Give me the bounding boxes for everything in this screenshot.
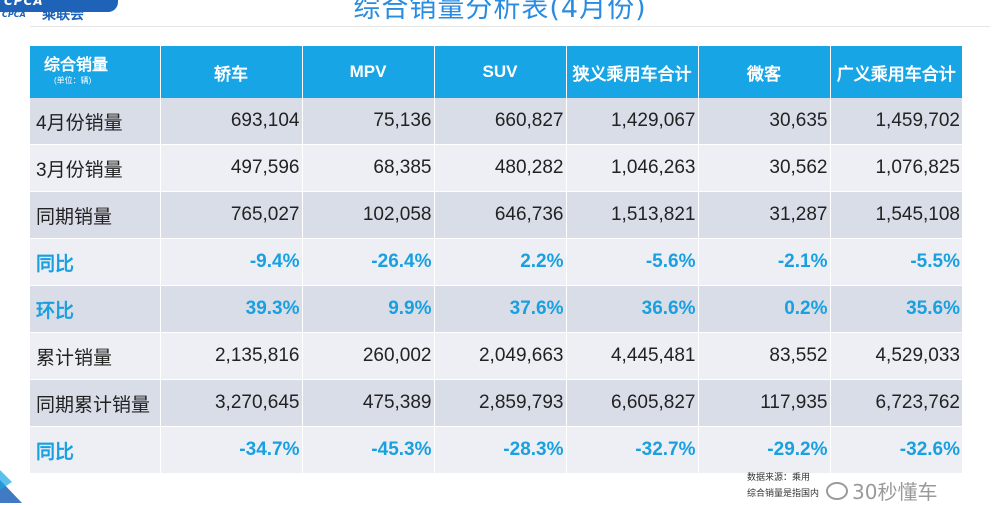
footnote-line-2: 综合销量是指国内 bbox=[747, 489, 820, 499]
table-cell: -29.2% bbox=[698, 426, 831, 474]
table-cell: 475,389 bbox=[302, 379, 435, 427]
table-cell: 9.9% bbox=[302, 285, 435, 333]
row-label: 同期销量 bbox=[30, 191, 161, 239]
wechat-icon bbox=[826, 481, 848, 500]
table-cell: -2.1% bbox=[698, 238, 831, 286]
table-cell: 1,046,263 bbox=[566, 144, 699, 192]
logo-sub-text: CPCA bbox=[2, 10, 26, 19]
table-row: 环比 39.3% 9.9% 37.6% 36.6% 0.2% 35.6% bbox=[30, 285, 962, 333]
row-label: 同期累计销量 bbox=[30, 379, 161, 427]
table-cell: 31,287 bbox=[698, 191, 831, 239]
table-cell: 68,385 bbox=[302, 144, 435, 192]
row-label: 4月份销量 bbox=[30, 98, 161, 145]
footnote-line-1: 数据来源：乘用 bbox=[747, 473, 811, 483]
header-cell-metric: 综合销量 (单位：辆) bbox=[30, 46, 161, 98]
table-cell: -5.5% bbox=[830, 238, 962, 286]
row-label: 同比 bbox=[30, 238, 161, 286]
header-cell-sedan: 轿车 bbox=[160, 46, 303, 98]
row-label: 环比 bbox=[30, 285, 161, 333]
logo-mark-text: CPCA bbox=[4, 0, 44, 8]
table-cell: 2,859,793 bbox=[434, 379, 567, 427]
table-cell: 660,827 bbox=[434, 98, 567, 145]
table-cell: 0.2% bbox=[698, 285, 831, 333]
table-cell: -28.3% bbox=[434, 426, 567, 474]
table-row: 累计销量 2,135,816 260,002 2,049,663 4,445,4… bbox=[30, 332, 962, 380]
sales-table: 综合销量 (单位：辆) 轿车 MPV SUV 狭义乘用车合计 微客 广义乘用车合… bbox=[30, 46, 962, 474]
table-cell: 693,104 bbox=[160, 98, 303, 145]
row-label: 累计销量 bbox=[30, 332, 161, 380]
table-cell: 30,562 bbox=[698, 144, 831, 192]
table-cell: 646,736 bbox=[434, 191, 567, 239]
watermark: 30秒懂车 bbox=[826, 476, 937, 505]
table-cell: 83,552 bbox=[698, 332, 831, 380]
row-label: 3月份销量 bbox=[30, 144, 161, 192]
table-cell: -26.4% bbox=[302, 238, 435, 286]
table-row: 4月份销量 693,104 75,136 660,827 1,429,067 3… bbox=[30, 98, 962, 145]
table-row: 同比 -34.7% -45.3% -28.3% -32.7% -29.2% -3… bbox=[30, 426, 962, 474]
table-cell: -45.3% bbox=[302, 426, 435, 474]
table-cell: -32.7% bbox=[566, 426, 699, 474]
table-cell: 6,723,762 bbox=[830, 379, 962, 427]
table-cell: 4,445,481 bbox=[566, 332, 699, 380]
page-title: 综合销量分析表(4月份) bbox=[353, 0, 647, 24]
source-footnote: 数据来源：乘用 综合销量是指国内 bbox=[747, 470, 819, 502]
title-divider bbox=[30, 26, 990, 27]
table-cell: 1,513,821 bbox=[566, 191, 699, 239]
table-cell: 36.6% bbox=[566, 285, 699, 333]
table-cell: 1,545,108 bbox=[830, 191, 962, 239]
table-row: 同比 -9.4% -26.4% 2.2% -5.6% -2.1% -5.5% bbox=[30, 238, 962, 286]
table-cell: 2.2% bbox=[434, 238, 567, 286]
table-cell: 2,049,663 bbox=[434, 332, 567, 380]
table-cell: 480,282 bbox=[434, 144, 567, 192]
table-row: 同期销量 765,027 102,058 646,736 1,513,821 3… bbox=[30, 191, 962, 239]
header-cell-suv: SUV bbox=[434, 46, 567, 98]
header-unit: (单位：辆) bbox=[54, 76, 92, 85]
table-header-row: 综合销量 (单位：辆) 轿车 MPV SUV 狭义乘用车合计 微客 广义乘用车合… bbox=[30, 46, 962, 98]
table-cell: 497,596 bbox=[160, 144, 303, 192]
corner-decoration-left bbox=[0, 470, 22, 503]
header-cell-narrow-total: 狭义乘用车合计 bbox=[566, 46, 699, 98]
table-cell: 30,635 bbox=[698, 98, 831, 145]
cpca-logo: CPCA CPCA 乘联会 bbox=[0, 0, 130, 23]
table-cell: 102,058 bbox=[302, 191, 435, 239]
table-cell: 765,027 bbox=[160, 191, 303, 239]
logo-mark: CPCA bbox=[0, 0, 118, 12]
table-cell: 35.6% bbox=[830, 285, 962, 333]
row-label: 同比 bbox=[30, 426, 161, 474]
table-cell: 1,076,825 bbox=[830, 144, 962, 192]
table-cell: 117,935 bbox=[698, 379, 831, 427]
table-cell: 1,429,067 bbox=[566, 98, 699, 145]
table-cell: 75,136 bbox=[302, 98, 435, 145]
table-cell: 4,529,033 bbox=[830, 332, 962, 380]
table-cell: 37.6% bbox=[434, 285, 567, 333]
table-cell: 1,459,702 bbox=[830, 98, 962, 145]
header-title: 综合销量 bbox=[44, 57, 109, 74]
header-cell-broad-total: 广义乘用车合计 bbox=[830, 46, 962, 98]
table-cell: 260,002 bbox=[302, 332, 435, 380]
header-cell-mpv: MPV bbox=[302, 46, 435, 98]
table-cell: 3,270,645 bbox=[160, 379, 303, 427]
table-cell: 39.3% bbox=[160, 285, 303, 333]
watermark-text: 30秒懂车 bbox=[852, 480, 938, 504]
table-cell: -5.6% bbox=[566, 238, 699, 286]
table-cell: 2,135,816 bbox=[160, 332, 303, 380]
table-row: 3月份销量 497,596 68,385 480,282 1,046,263 3… bbox=[30, 144, 962, 192]
table-cell: 6,605,827 bbox=[566, 379, 699, 427]
table-cell: -32.6% bbox=[830, 426, 962, 474]
logo-name: 乘联会 bbox=[42, 7, 84, 23]
header-cell-minivan: 微客 bbox=[698, 46, 831, 98]
table-row: 同期累计销量 3,270,645 475,389 2,859,793 6,605… bbox=[30, 379, 962, 427]
table-cell: -9.4% bbox=[160, 238, 303, 286]
table-cell: -34.7% bbox=[160, 426, 303, 474]
